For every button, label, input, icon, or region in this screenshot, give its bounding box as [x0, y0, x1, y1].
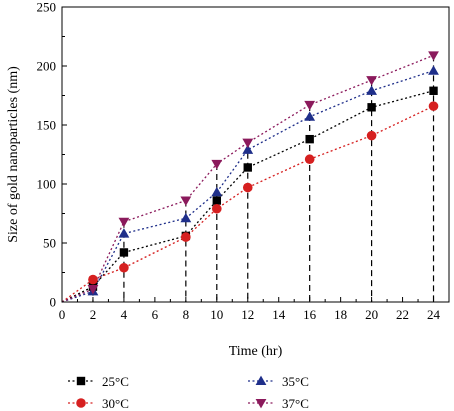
legend-marker	[255, 398, 267, 409]
x-tick-label: 0	[59, 307, 66, 322]
x-tick-label: 14	[272, 307, 286, 322]
x-tick-label: 18	[334, 307, 347, 322]
y-tick-label: 200	[37, 59, 57, 74]
data-point	[211, 159, 223, 170]
legend-label: 37°C	[282, 396, 309, 411]
plot-frame	[61, 6, 450, 303]
data-point	[304, 154, 315, 165]
data-point	[212, 203, 222, 214]
x-tick-label: 12	[241, 307, 254, 322]
data-point	[118, 228, 130, 238]
legend: 25°C 30°C 35°C 37°C	[68, 374, 309, 411]
y-tick-label: 0	[50, 295, 57, 310]
legend-label: 30°C	[102, 396, 129, 411]
legend-marker	[76, 398, 86, 408]
x-tick-label: 8	[183, 307, 190, 322]
data-point	[181, 232, 191, 242]
data-point	[180, 212, 192, 223]
y-axis-label: Size of gold nanoparticles (nm)	[6, 66, 21, 243]
legend-entry: 25°C	[68, 374, 129, 389]
legend-marker	[255, 375, 267, 386]
data-point	[242, 144, 254, 154]
x-tick-label: 22	[396, 307, 409, 322]
data-point	[180, 196, 192, 206]
data-point	[242, 182, 253, 193]
x-tick-label: 24	[427, 307, 441, 322]
data-point	[243, 163, 252, 172]
x-tick-label: 10	[210, 307, 223, 322]
drop-lines	[92, 55, 435, 302]
data-point	[119, 248, 129, 257]
data-point	[118, 217, 130, 228]
data-point	[305, 134, 314, 144]
legend-label: 25°C	[102, 374, 129, 389]
data-point	[242, 138, 254, 149]
x-axis-label: Time (hr)	[229, 344, 283, 359]
legend-entry: 35°C	[248, 374, 309, 389]
y-tick-label: 50	[43, 236, 56, 251]
y-tick-label: 150	[37, 118, 57, 133]
series-markers	[87, 51, 439, 296]
data-point	[304, 111, 316, 121]
y-tick-label: 250	[37, 0, 57, 15]
x-axis-ticks: 0 2 4 6 8 10 12 14 16 18 20 22 24	[59, 297, 441, 322]
data-point	[428, 101, 439, 111]
data-point	[211, 186, 223, 197]
data-point	[428, 51, 439, 61]
data-point	[428, 65, 439, 75]
series-line-0	[61, 90, 434, 303]
y-axis-ticks: 0 50 100 150 200 250	[37, 0, 67, 310]
legend-entry: 30°C	[68, 396, 129, 411]
legend-entry: 37°C	[248, 396, 309, 411]
data-point	[88, 274, 98, 285]
data-point	[367, 103, 376, 112]
data-point	[366, 130, 377, 141]
y-tick-label: 100	[37, 177, 57, 192]
data-point	[304, 100, 316, 111]
legend-label: 35°C	[282, 374, 309, 389]
x-tick-label: 6	[152, 307, 159, 322]
legend-marker	[76, 376, 86, 386]
data-point	[366, 76, 377, 86]
data-point	[366, 85, 377, 95]
x-tick-label: 20	[365, 307, 378, 322]
x-tick-label: 16	[303, 307, 317, 322]
data-point	[429, 86, 438, 95]
data-point	[87, 284, 99, 295]
data-point	[119, 262, 129, 273]
x-tick-label: 4	[121, 307, 128, 322]
x-tick-label: 2	[90, 307, 97, 322]
data-point	[212, 196, 221, 205]
